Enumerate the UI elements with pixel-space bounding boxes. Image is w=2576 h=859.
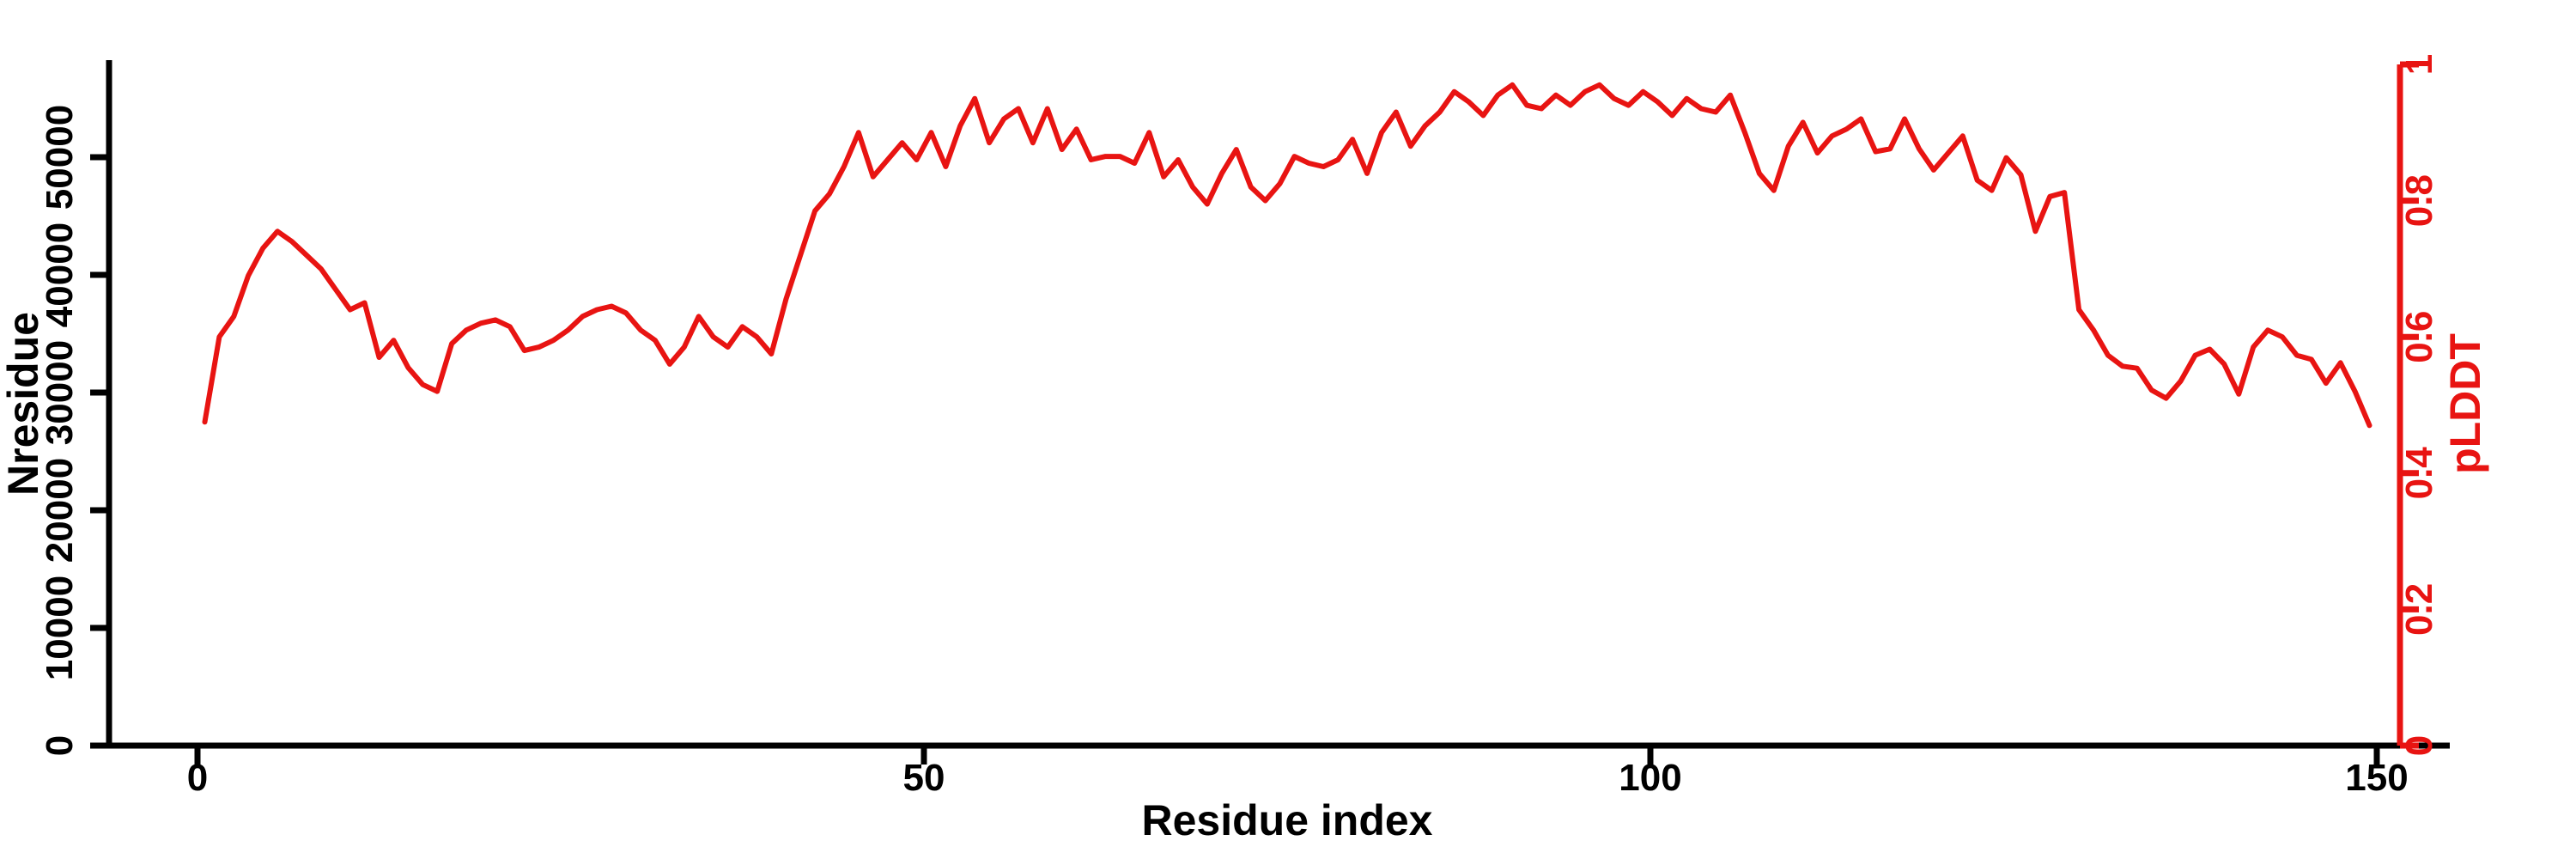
x-tick-label: 150	[2345, 757, 2408, 799]
right-y-axis	[2397, 61, 2419, 749]
x-axis	[103, 742, 2450, 765]
right-tick-label: 1	[2398, 54, 2440, 75]
right-tick-label: 0.6	[2398, 311, 2440, 363]
x-tick-label: 100	[1619, 757, 1681, 799]
left-y-axis	[90, 60, 112, 749]
left-tick-label: 30000	[39, 340, 81, 445]
right-axis-title: pLDDT	[2441, 333, 2489, 474]
right-tick-label: 0	[2398, 735, 2440, 756]
right-tick-label: 0.8	[2398, 174, 2440, 227]
x-axis-title: Residue index	[1142, 796, 1433, 844]
right-tick-label: 0.2	[2398, 583, 2440, 636]
x-tick-label: 50	[903, 757, 945, 799]
left-tick-label: 0	[39, 735, 81, 756]
right-tick-label: 0.4	[2398, 447, 2440, 500]
left-tick-label: 20000	[39, 458, 81, 563]
left-tick-label: 40000	[39, 222, 81, 327]
x-tick-label: 0	[187, 757, 208, 799]
left-tick-label: 50000	[39, 105, 81, 210]
left-tick-label: 10000	[39, 576, 81, 680]
plddt-line	[202, 82, 2372, 429]
left-axis-title: Nresidue	[0, 312, 47, 496]
